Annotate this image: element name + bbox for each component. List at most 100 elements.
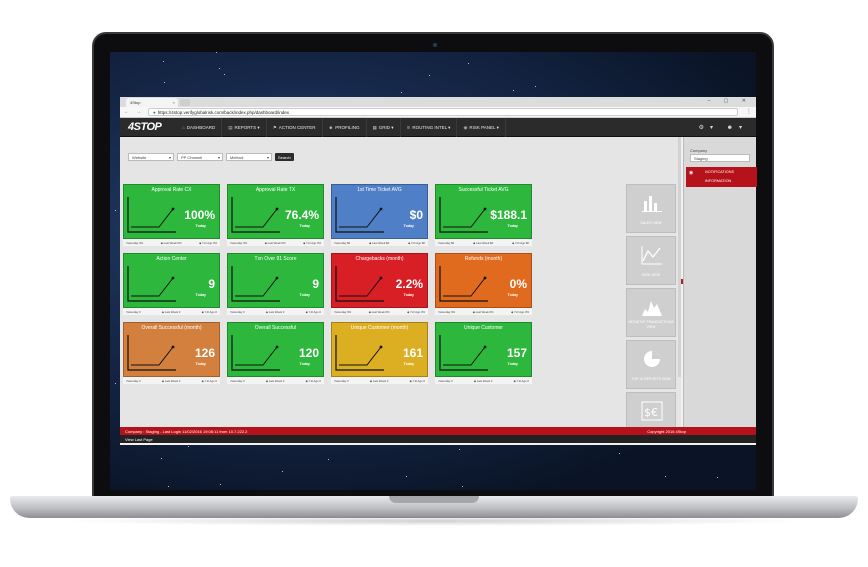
- kpi-tile-body: Chargebacks (month) 2.2% Today: [331, 253, 428, 308]
- kpi-tile-body: Overall Successful 120 Today: [227, 322, 324, 377]
- kpi-tile[interactable]: Refunds (month) 0% Today Yesterday 0% ◆ Last…: [435, 253, 532, 315]
- nav-item-1[interactable]: ▤ REPORTS ▾: [222, 118, 267, 137]
- kpi-comparison: Yesterday 0%: [126, 241, 144, 245]
- star: [220, 483, 222, 485]
- kpi-comparison: ◆ Y-D Ago 0: [513, 379, 529, 383]
- sparkline-point: [275, 345, 279, 349]
- browser-tab[interactable]: 4Stop ×: [126, 98, 178, 107]
- sparkline-line: [235, 346, 278, 366]
- kpi-tile-body: Unique Customer (month) 161 Today: [331, 322, 428, 377]
- browser-menu-icon[interactable]: ⋮: [746, 109, 752, 115]
- sparkline-point: [171, 276, 175, 280]
- kpi-tile-period: Today: [299, 293, 310, 297]
- routing-icon: ≋: [406, 125, 411, 130]
- app-navbar: 4STOP ⌂ DASHBOARD ▤ REPORTS ▾ ⚑ ACTION CENTER…: [120, 118, 756, 137]
- user-settings-menu[interactable]: ⚙▾ ☻▾: [698, 125, 748, 131]
- bar-chart-icon: [642, 196, 662, 212]
- laptop-base: [10, 496, 858, 518]
- kpi-comparison: Yesterday 0%: [334, 310, 352, 314]
- kpi-tile-title: Approval Rate TX: [255, 187, 296, 193]
- kpi-tile-footer: Yesterday 0 ◆ Last Week 0 ◆ Y-D Ago 0: [227, 377, 324, 384]
- url-field[interactable]: ● https://4stop.verifyglobalrisk.com/back…: [148, 108, 738, 116]
- login-info: Company : Staging - Last Login 11/02/201…: [125, 428, 248, 434]
- nav-item-6[interactable]: ◉ RISK PANEL ▾: [457, 118, 506, 137]
- kpi-tile[interactable]: Unique Customer 157 Today Yesterday 0 ◆ Last…: [435, 322, 532, 384]
- sparkline-axis: [439, 266, 488, 302]
- nav-item-4[interactable]: ▦ GRID ▾: [367, 118, 401, 137]
- star: [462, 485, 464, 487]
- kpi-comparison: Yesterday $0: [438, 241, 455, 245]
- browser-window: 4Stop × – ▢ ✕ ← → ↻ ● https://4stop.verif…: [120, 97, 757, 445]
- view-button-0[interactable]: SALES VIEW: [626, 184, 676, 233]
- nav-item-0[interactable]: ⌂ DASHBOARD: [176, 118, 223, 137]
- status-footer: Company : Staging - Last Login 11/02/201…: [120, 427, 756, 435]
- view-button-3[interactable]: TOP 10 REPORTS VIEW: [626, 340, 676, 389]
- star: [187, 445, 189, 447]
- tab-close-icon[interactable]: ×: [172, 100, 175, 105]
- alert-icon: ◉: [689, 170, 694, 176]
- view-button-2[interactable]: NEGATIVE TRANSACTIONS VIEW: [626, 288, 676, 337]
- kpi-comparison: Yesterday 0%: [230, 241, 248, 245]
- notifications-link[interactable]: NOTIFICATIONS: [705, 170, 735, 174]
- kpi-tile[interactable]: Overall Successful 120 Today Yesterday 0 ◆ L…: [227, 322, 324, 384]
- view-button-1[interactable]: RISK VIEW: [626, 236, 676, 285]
- window-controls[interactable]: – ▢ ✕: [707, 98, 752, 104]
- website-select[interactable]: Website ▾: [128, 153, 174, 161]
- kpi-tile[interactable]: Approval Rate CX 100% Today Yesterday 0% ◆ L…: [123, 184, 220, 246]
- sparkline-line: [339, 277, 382, 297]
- kpi-tile[interactable]: Unique Customer (month) 161 Today Yesterday…: [331, 322, 428, 384]
- star: [618, 452, 620, 454]
- kpi-comparison: Yesterday 0: [126, 310, 141, 314]
- kpi-tile[interactable]: 1st Time Ticket AVG $0 Today Yesterday $0 ◆ …: [331, 184, 428, 246]
- kpi-tile[interactable]: Chargebacks (month) 2.2% Today Yesterday 0%…: [331, 253, 428, 315]
- star: [406, 475, 408, 477]
- kpi-tile[interactable]: Successful Ticket AVG $188.1 Today Yesterda…: [435, 184, 532, 246]
- sparkline-point: [275, 276, 279, 280]
- kpi-tile-body: Overall Successful (month) 126 Today: [123, 322, 220, 377]
- kpi-comparison: ◆ Y-D Ago $0: [512, 241, 529, 245]
- kpi-tile[interactable]: Approval Rate TX 76.4% Today Yesterday 0% ◆ …: [227, 184, 324, 246]
- scroll-marker: [681, 279, 684, 284]
- kpi-tiles: Approval Rate CX 100% Today Yesterday 0% ◆ L…: [123, 184, 533, 394]
- kpi-tile-period: Today: [299, 224, 310, 228]
- nav-item-5[interactable]: ≋ ROUTING INTEL ▾: [401, 118, 458, 137]
- star: [534, 85, 536, 87]
- profiling-icon: ☻: [328, 125, 334, 130]
- kpi-tile[interactable]: Txn Over 91 Score 9 Today Yesterday 0 ◆ Last…: [227, 253, 324, 315]
- action-center-icon: ⚑: [272, 125, 277, 130]
- kpi-tile-title: Approval Rate CX: [151, 187, 192, 193]
- kpi-tile[interactable]: Overall Successful (month) 126 Today Yester…: [123, 322, 220, 384]
- notifications-panel[interactable]: ◉ NOTIFICATIONS INFORMATION: [686, 167, 757, 187]
- sparkline-line: [443, 208, 486, 228]
- view-last-page-link[interactable]: View Last Page: [125, 436, 153, 442]
- nav-item-3[interactable]: ☻ PROFILING: [323, 118, 367, 137]
- app-logo[interactable]: 4STOP: [128, 121, 162, 133]
- sparkline-chart: [231, 197, 280, 233]
- browser-nav-buttons[interactable]: ← → ↻: [124, 109, 156, 115]
- nav-item-2[interactable]: ⚑ ACTION CENTER: [267, 118, 323, 137]
- star: [400, 91, 402, 93]
- information-link[interactable]: INFORMATION: [705, 179, 732, 183]
- kpi-tile-value: 161: [402, 346, 423, 360]
- kpi-tile-title: Txn Over 91 Score: [254, 256, 297, 262]
- sparkline-axis: [335, 266, 384, 302]
- kpi-tile[interactable]: Action Center 9 Today Yesterday 0 ◆ Last Wee…: [123, 253, 220, 315]
- sparkline-point: [379, 276, 383, 280]
- company-select[interactable]: Staging: [690, 154, 750, 162]
- nav-item-label: ROUTING INTEL ▾: [412, 125, 451, 130]
- kpi-tile-title: Action Center: [156, 256, 187, 262]
- kpi-tile-body: Unique Customer 157 Today: [435, 322, 532, 377]
- search-button[interactable]: Search: [275, 153, 294, 161]
- view-buttons: SALES VIEW RISK VIEW NEGATIVE TRANSACTIONS…: [626, 184, 676, 444]
- kpi-tile-period: Today: [195, 293, 206, 297]
- method-select[interactable]: Method ▾: [226, 153, 272, 161]
- pp-channel-select[interactable]: PP Channel ▾: [177, 153, 223, 161]
- kpi-tile-value: 120: [298, 346, 319, 360]
- chevron-down-icon: ▾: [217, 155, 220, 160]
- sparkline-axis: [231, 335, 280, 371]
- star: [429, 74, 431, 76]
- kpi-comparison: Yesterday 0%: [438, 310, 456, 314]
- new-tab-button[interactable]: [180, 99, 190, 106]
- scrollbar[interactable]: [678, 137, 681, 377]
- sparkline-point: [171, 345, 175, 349]
